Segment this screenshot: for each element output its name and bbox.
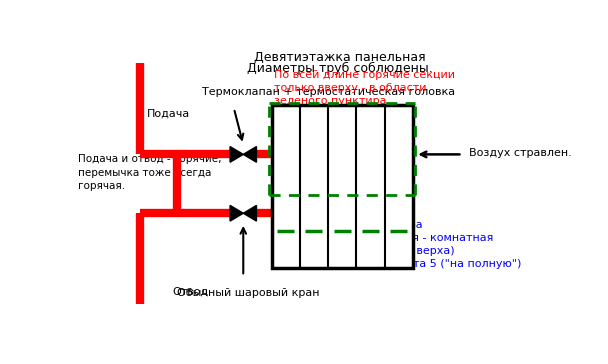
Text: По всей длине горячие секции
только вверху - в области
зеленого пунктира: По всей длине горячие секции только ввер… — [274, 70, 455, 106]
Polygon shape — [243, 205, 257, 221]
Text: Девятиэтажка панельная: Девятиэтажка панельная — [254, 51, 426, 64]
Polygon shape — [230, 205, 243, 221]
Text: Термоклапан + термостатическая головка: Термоклапан + термостатическая головка — [201, 87, 455, 97]
Polygon shape — [243, 147, 257, 162]
Text: Подача и отвод - горячие,
перемычка тоже всегда
горячая.: Подача и отвод - горячие, перемычка тоже… — [78, 154, 222, 191]
Text: Отвод: Отвод — [173, 287, 209, 297]
Polygon shape — [230, 147, 243, 162]
Text: Ниже зеленого пунктира
батарея почти холодная - комнатная
(значительно холоднее : Ниже зеленого пунктира батарея почти хол… — [274, 220, 521, 269]
Text: Обычный шаровый кран: Обычный шаровый кран — [177, 288, 319, 297]
Bar — [272, 105, 413, 268]
Text: Диаметры труб соблюдены.: Диаметры труб соблюдены. — [247, 62, 433, 75]
Text: Подача: Подача — [147, 109, 190, 119]
Text: Воздух стравлен.: Воздух стравлен. — [469, 148, 572, 158]
